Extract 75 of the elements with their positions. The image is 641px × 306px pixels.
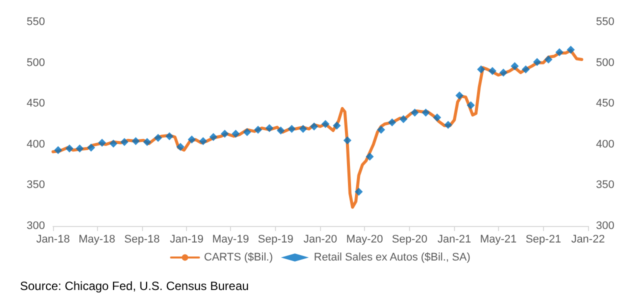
point xyxy=(354,188,363,196)
point xyxy=(343,136,352,144)
point xyxy=(299,124,308,133)
point xyxy=(510,62,519,70)
point xyxy=(254,126,262,134)
x-tick-label: Sep-19 xyxy=(258,234,294,246)
x-tick-label: Jan-20 xyxy=(303,234,338,246)
x-tick-label: May-21 xyxy=(480,234,517,246)
y2-tick-label: 550 xyxy=(596,16,614,28)
point xyxy=(388,118,396,126)
y-tick-label: 550 xyxy=(26,16,45,28)
x-tick-label: May-18 xyxy=(78,234,116,246)
point xyxy=(332,122,341,130)
point xyxy=(143,138,152,146)
point xyxy=(366,152,374,161)
x-tick-label: May-19 xyxy=(212,234,249,246)
y2-tick-label: 450 xyxy=(596,98,614,110)
point xyxy=(120,138,128,146)
source-note: Source: Chicago Fed, U.S. Census Bureau xyxy=(20,279,249,293)
point xyxy=(488,66,496,75)
x-tick-label: Sep-18 xyxy=(124,234,160,246)
y2-tick-label: 500 xyxy=(596,56,614,69)
point xyxy=(154,134,162,142)
point xyxy=(265,124,274,132)
point xyxy=(232,130,240,138)
y2-tick-label: 400 xyxy=(596,138,614,150)
point xyxy=(477,65,486,74)
point xyxy=(310,122,318,130)
point xyxy=(522,65,530,74)
point xyxy=(288,124,296,133)
point xyxy=(98,138,106,147)
point xyxy=(109,140,118,148)
point xyxy=(220,130,229,138)
point xyxy=(321,120,330,128)
point xyxy=(87,144,96,152)
point xyxy=(499,68,508,77)
y-tick-label: 500 xyxy=(26,56,45,69)
point xyxy=(276,126,285,135)
point xyxy=(165,132,174,140)
point xyxy=(199,137,208,146)
point xyxy=(76,144,84,152)
point xyxy=(566,46,575,54)
point xyxy=(533,58,542,66)
point xyxy=(176,142,184,151)
point xyxy=(555,48,564,56)
point xyxy=(188,136,196,144)
point xyxy=(54,146,62,154)
x-tick-label: Jan-21 xyxy=(438,234,472,246)
point xyxy=(243,128,252,136)
x-tick-label: Jan-18 xyxy=(36,234,70,246)
y2-tick-label: 300 xyxy=(596,220,614,232)
y2-tick-label: 350 xyxy=(596,179,614,192)
point xyxy=(209,133,218,142)
x-tick-label: Sep-20 xyxy=(392,234,428,246)
x-tick-label: Sep-21 xyxy=(526,234,562,246)
point xyxy=(422,108,430,117)
y-tick-label: 400 xyxy=(26,138,45,150)
point xyxy=(455,91,464,100)
point xyxy=(132,137,140,146)
point xyxy=(544,56,552,64)
point xyxy=(444,120,452,129)
x-tick-label: Jan-19 xyxy=(170,234,204,246)
y-tick-label: 300 xyxy=(26,220,45,232)
y-tick-label: 450 xyxy=(26,98,45,110)
point xyxy=(399,115,408,124)
x-tick-label: May-20 xyxy=(346,234,383,246)
point xyxy=(433,113,442,122)
y-tick-label: 350 xyxy=(26,179,45,192)
legend-label: Retail Sales ex Autos ($Bil., SA) xyxy=(314,252,470,264)
point xyxy=(410,108,419,117)
point xyxy=(65,144,74,152)
point xyxy=(377,126,386,134)
legend-label: CARTS ($Bil.) xyxy=(204,252,273,264)
point xyxy=(466,101,475,110)
x-tick-label: Jan-22 xyxy=(571,234,605,246)
